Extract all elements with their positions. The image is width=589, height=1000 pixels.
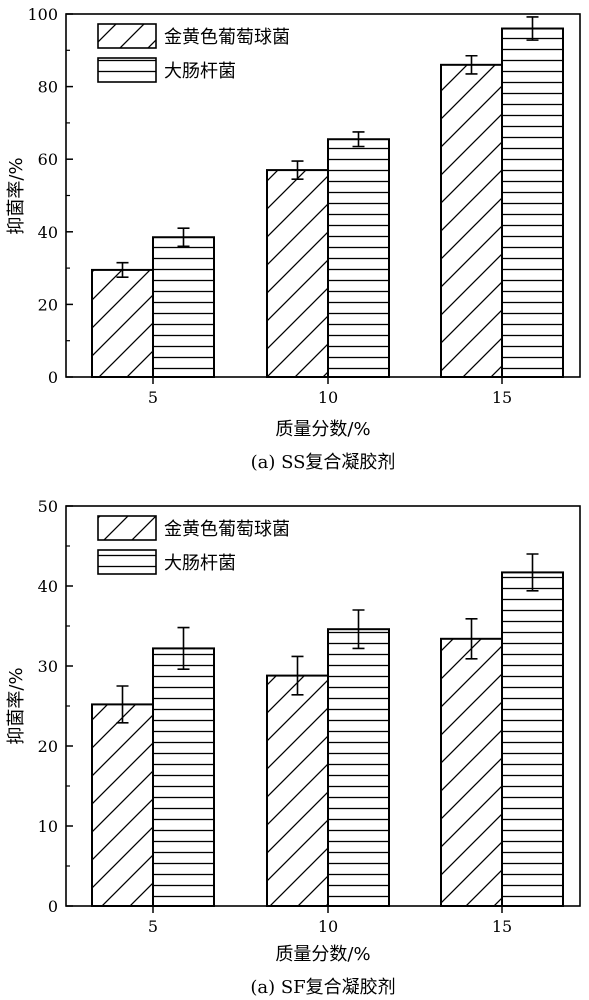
bar-staph-15 [440,637,503,907]
error-bar-ecoli-10 [352,609,365,650]
error-bar-staph-10 [291,655,304,696]
y-tick-label: 50 [38,497,58,516]
bar-ecoli-5 [152,647,215,908]
caption-sf: (a) SF复合凝胶剂 [250,977,395,998]
error-bar-staph-5 [116,685,129,724]
ylabel-ss: 抑菌率/% [6,157,27,234]
error-bar-staph-15 [465,54,478,75]
x-tick-label: 5 [148,388,158,407]
legend-label-staph: 金黄色葡萄球菌 [164,519,290,540]
error-bar-ecoli-15 [526,553,539,592]
bar-staph-5 [91,268,154,379]
bar-ecoli-15 [501,27,564,379]
error-bar-ecoli-5 [177,626,190,670]
bar-ecoli-10 [327,138,390,378]
bar-staph-10 [266,169,329,378]
y-tick-label: 100 [27,5,58,24]
legend-swatch-staph [97,515,157,541]
error-bar-ecoli-5 [177,227,190,248]
x-tick-label: 15 [492,917,512,936]
y-tick-label: 80 [38,78,58,97]
legend-label-ecoli: 大肠杆菌 [164,553,236,574]
y-tick-label: 20 [38,295,58,314]
bar-staph-10 [266,674,329,907]
legend-swatch-staph [97,23,157,49]
bar-ecoli-15 [501,571,564,908]
x-tick-label: 15 [492,388,512,407]
legend-label-ecoli: 大肠杆菌 [164,61,236,82]
y-tick-label: 10 [38,817,58,836]
x-tick-label: 10 [318,388,338,407]
ylabel-sf: 抑菌率/% [6,667,27,744]
xlabel-ss: 质量分数/% [275,419,370,440]
legend-label-staph: 金黄色葡萄球菌 [164,27,290,48]
xlabel-sf: 质量分数/% [275,944,370,965]
x-tick-label: 10 [318,917,338,936]
y-tick-label: 0 [48,897,58,916]
y-tick-label: 40 [38,577,58,596]
error-bar-staph-5 [116,261,129,278]
bar-ecoli-5 [152,236,215,378]
error-bar-ecoli-15 [526,16,539,41]
error-bar-staph-15 [465,618,478,660]
legend-swatch-ecoli [97,57,157,83]
bar-ecoli-10 [327,628,390,907]
bar-staph-15 [440,63,503,378]
caption-ss: (a) SS复合凝胶剂 [251,452,396,473]
bar-staph-5 [91,703,154,908]
y-tick-label: 40 [38,223,58,242]
y-tick-label: 20 [38,737,58,756]
legend-swatch-ecoli [97,549,157,575]
y-tick-label: 30 [38,657,58,676]
y-tick-label: 0 [48,368,58,387]
error-bar-staph-10 [291,160,304,180]
y-tick-label: 60 [38,150,58,169]
x-tick-label: 5 [148,917,158,936]
error-bar-ecoli-10 [352,131,365,148]
